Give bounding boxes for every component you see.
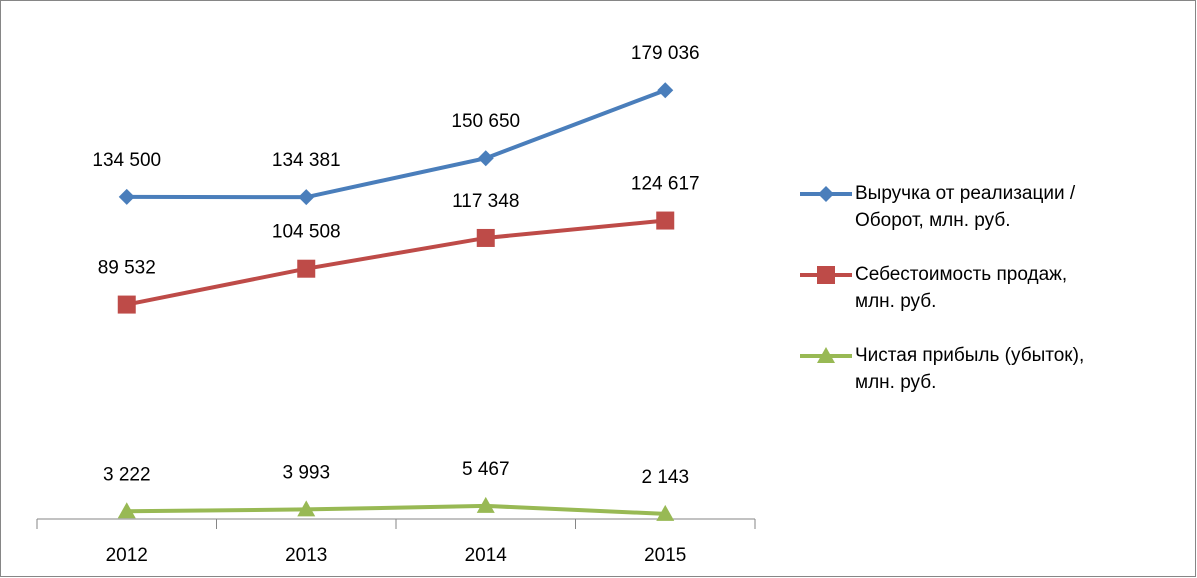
data-label: 134 500: [92, 150, 161, 171]
series-line: [126, 218, 666, 307]
x-tick-label: 2014: [465, 545, 508, 566]
series-line: [126, 88, 666, 200]
marker: [298, 189, 315, 206]
legend-item: Выручка от реализации / Оборот, млн. руб…: [800, 180, 1100, 234]
data-label: 3 993: [282, 462, 330, 483]
data-label: 124 617: [631, 174, 700, 195]
legend: Выручка от реализации / Оборот, млн. руб…: [800, 180, 1100, 423]
legend-label: Чистая прибыль (убыток), млн. руб.: [855, 345, 1085, 393]
marker: [817, 266, 835, 284]
legend-swatch: [800, 186, 852, 202]
marker: [476, 228, 495, 247]
marker: [117, 295, 136, 314]
data-label: 3 222: [103, 464, 151, 485]
marker: [297, 500, 316, 517]
marker: [656, 504, 675, 521]
legend-item: Себестоимость продаж, млн. руб.: [800, 261, 1100, 315]
x-tick-label: 2013: [285, 545, 327, 566]
x-tick-label: 2012: [106, 545, 148, 566]
legend-swatch: [800, 347, 852, 363]
data-label: 134 381: [272, 150, 341, 171]
marker: [477, 150, 494, 167]
marker: [657, 82, 674, 99]
marker: [817, 347, 835, 363]
legend-swatch: [800, 266, 852, 284]
marker: [476, 496, 495, 513]
marker: [818, 186, 834, 202]
legend-label: Выручка от реализации / Оборот, млн. руб…: [855, 183, 1076, 231]
data-label: 2 143: [641, 467, 689, 488]
data-label: 5 467: [462, 459, 510, 480]
legend-item: Чистая прибыль (убыток), млн. руб.: [800, 342, 1100, 396]
data-label: 89 532: [98, 258, 156, 279]
data-label: 179 036: [631, 43, 700, 64]
data-label: 150 650: [451, 111, 520, 132]
marker: [118, 188, 135, 205]
data-label: 104 508: [272, 222, 341, 243]
legend-label: Себестоимость продаж, млн. руб.: [855, 264, 1068, 312]
marker: [297, 259, 316, 278]
marker: [117, 502, 136, 519]
data-label: 117 348: [452, 191, 519, 212]
series-line: [126, 503, 666, 516]
x-tick-label: 2015: [644, 545, 686, 566]
marker: [656, 211, 675, 230]
